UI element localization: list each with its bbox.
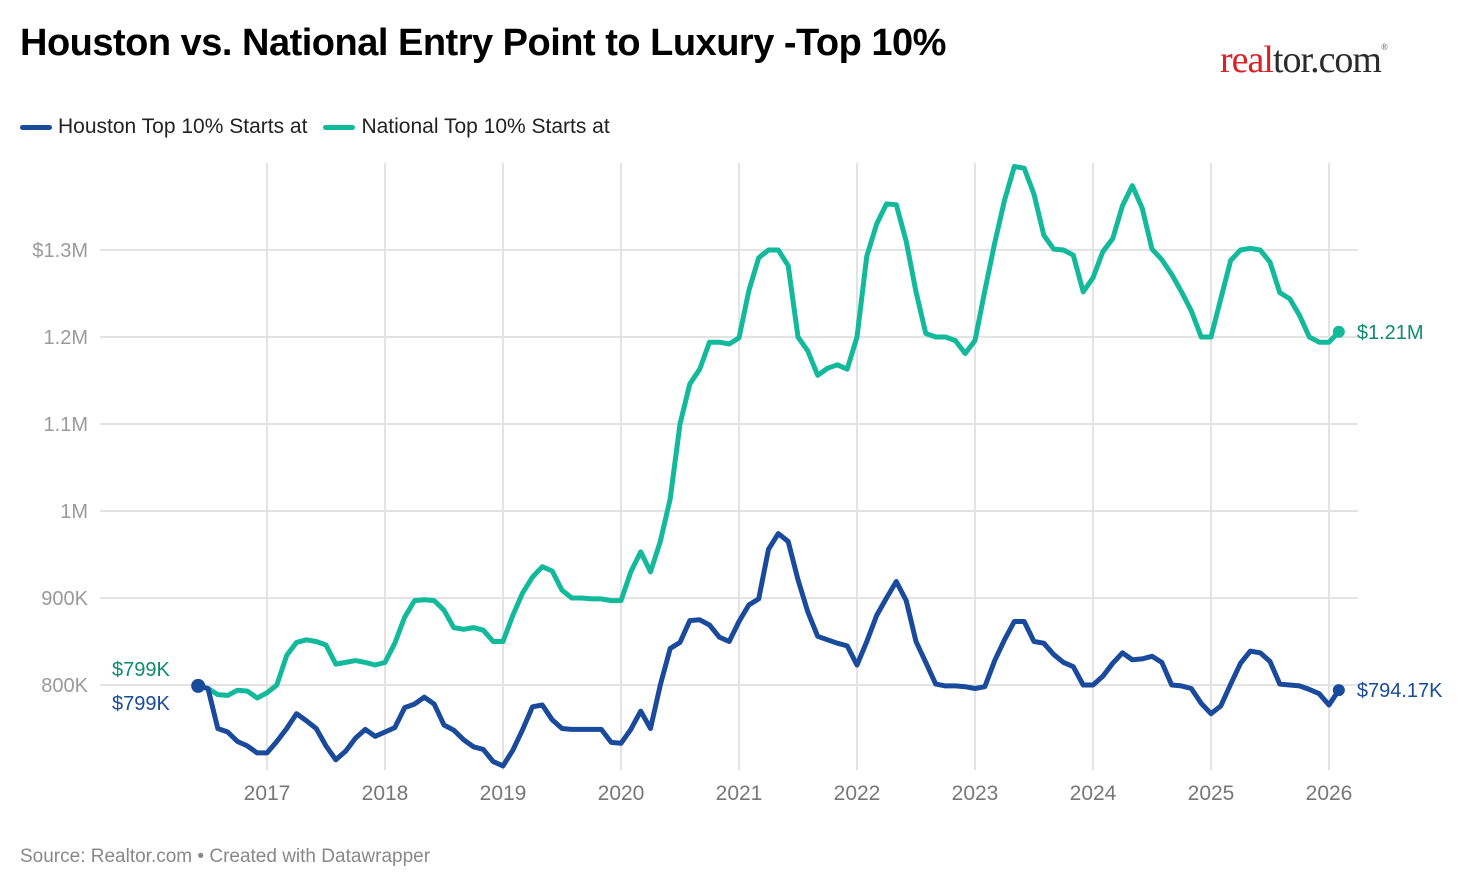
- series-labels: $1.21M $799K $794.17K $799K: [112, 322, 1443, 715]
- x-axis-ticks: 2017 2018 2019 2020 2021 2022 2023 2024 2025 2026: [244, 782, 1353, 805]
- x-tick-label: 2022: [834, 782, 881, 805]
- series-line-national: [195, 164, 1342, 701]
- x-tick-label: 2019: [480, 782, 527, 805]
- y-axis-ticks: 800K 900K 1M 1.1M 1.2M $1.3M: [32, 240, 88, 697]
- x-tick-label: 2023: [952, 782, 999, 805]
- x-tick-label: 2017: [244, 782, 291, 805]
- chart-legend: Houston Top 10% Starts at National Top 1…: [20, 115, 626, 139]
- end-point-national: [1332, 325, 1345, 338]
- x-tick-label: 2018: [362, 782, 409, 805]
- legend-label-houston: Houston Top 10% Starts at: [58, 115, 308, 138]
- end-point-houston: [1332, 684, 1345, 697]
- end-label-national: $1.21M: [1357, 322, 1424, 344]
- y-tick-label: 900K: [41, 588, 88, 610]
- legend-item-houston: Houston Top 10% Starts at: [20, 115, 307, 139]
- end-label-houston: $794.17K: [1357, 680, 1443, 702]
- start-label-national: $799K: [112, 659, 170, 681]
- y-tick-label: 1.2M: [44, 327, 88, 349]
- legend-item-national: National Top 10% Starts at: [323, 115, 610, 139]
- realtor-logo: realtor.com®: [1220, 38, 1388, 82]
- y-tick-label: 1M: [60, 501, 88, 523]
- logo-part-dark: tor.com: [1272, 39, 1382, 81]
- series-line-houston: [195, 531, 1342, 769]
- source-footer: Source: Realtor.com • Created with Dataw…: [20, 846, 431, 867]
- registered-mark: ®: [1381, 42, 1388, 52]
- x-tick-label: 2024: [1070, 782, 1117, 805]
- x-tick-label: 2021: [716, 782, 763, 805]
- start-point-houston: [191, 678, 206, 693]
- legend-swatch-houston: [20, 124, 52, 130]
- x-tick-label: 2025: [1188, 782, 1235, 805]
- x-tick-label: 2026: [1306, 782, 1353, 805]
- horizontal-gridlines: [100, 249, 1358, 686]
- vertical-gridlines: [266, 163, 1330, 770]
- legend-swatch-national: [323, 124, 356, 130]
- legend-label-national: National Top 10% Starts at: [361, 115, 610, 138]
- y-tick-label: 800K: [41, 675, 88, 697]
- logo-part-red: real: [1220, 39, 1274, 81]
- y-tick-label: 1.1M: [44, 414, 88, 436]
- start-label-houston: $799K: [112, 693, 170, 715]
- y-tick-label: $1.3M: [32, 240, 88, 262]
- series-lines: [191, 164, 1345, 769]
- chart-title: Houston vs. National Entry Point to Luxu…: [20, 22, 946, 64]
- x-tick-label: 2020: [598, 782, 645, 805]
